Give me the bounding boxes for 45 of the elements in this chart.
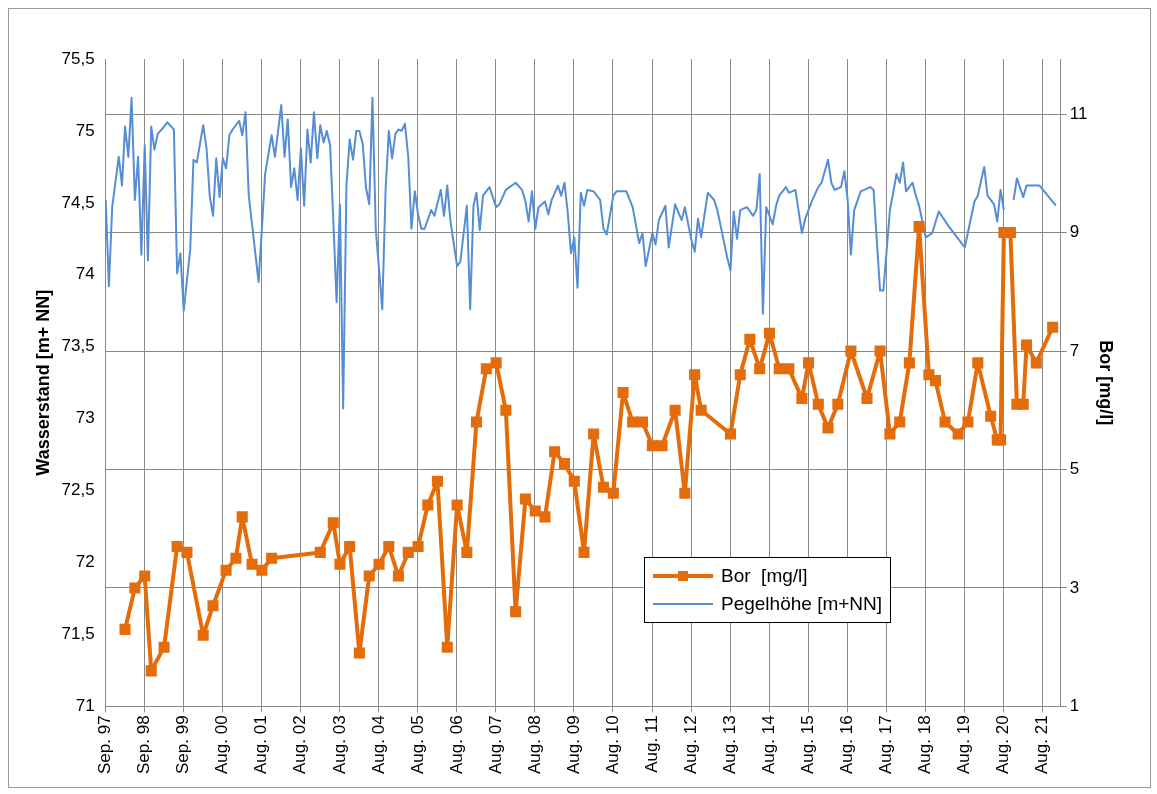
legend-label: Pegelhöhe [m+NN]: [721, 593, 883, 615]
x-tick-label: Aug. 02: [290, 715, 310, 775]
y2-tick-label: 1: [1069, 696, 1080, 716]
x-tick-label: Aug. 00: [212, 715, 232, 775]
y-tick-label: 72,5: [61, 480, 95, 500]
x-tick-label: Aug. 01: [251, 715, 271, 775]
x-tick-label: Aug. 11: [641, 715, 661, 773]
y2-axis-title: Bor [mg/l]: [1096, 340, 1117, 426]
x-tick-label: Aug. 13: [719, 715, 739, 775]
y-tick-label: 75: [75, 120, 95, 140]
x-tick-label: Aug. 18: [914, 715, 934, 775]
y2-tick-label: 3: [1069, 577, 1080, 597]
y2-tick-label: 9: [1069, 222, 1080, 242]
y-tick-label: 74,5: [61, 192, 95, 212]
x-tick-label: Aug. 21: [1031, 715, 1051, 775]
y2-tick-label: 11: [1069, 103, 1088, 123]
y-tick-label: 71,5: [61, 624, 95, 644]
x-tick-label: Aug. 16: [836, 715, 856, 775]
x-tick-label: Aug. 17: [875, 715, 895, 775]
x-tick-label: Aug. 06: [446, 715, 466, 775]
x-tick-label: Sep. 98: [134, 715, 154, 775]
x-tick-label: Aug. 07: [485, 715, 505, 775]
x-tick-label: Aug. 05: [407, 715, 427, 775]
y-tick-label: 72: [75, 552, 95, 572]
y2-tick-label: 5: [1069, 459, 1080, 479]
x-tick-label: Sep. 97: [95, 715, 115, 775]
y-axis-title: Wasserstand [m+ NN]: [32, 289, 53, 476]
y-tick-label: 74: [75, 264, 95, 284]
y-tick-label: 71: [75, 696, 95, 716]
x-tick-label: Aug. 09: [563, 715, 583, 775]
x-tick-label: Aug. 20: [992, 715, 1012, 775]
x-tick-label: Aug. 08: [524, 715, 544, 775]
x-tick-label: Aug. 12: [680, 715, 700, 775]
y-tick-label: 73,5: [61, 336, 95, 356]
x-tick-label: Aug. 15: [797, 715, 817, 775]
legend-label: Bor [mg/l]: [721, 565, 808, 587]
y-tick-label: 75,5: [61, 48, 95, 68]
x-tick-label: Aug. 19: [953, 715, 973, 775]
x-tick-label: Aug. 10: [602, 715, 622, 775]
y2-tick-label: 7: [1069, 340, 1080, 360]
x-tick-label: Aug. 14: [758, 715, 778, 775]
x-tick-label: Sep. 99: [173, 715, 193, 775]
x-tick-label: Aug. 03: [329, 715, 349, 775]
y-tick-label: 73: [75, 408, 95, 428]
x-tick-label: Aug. 04: [368, 715, 388, 775]
